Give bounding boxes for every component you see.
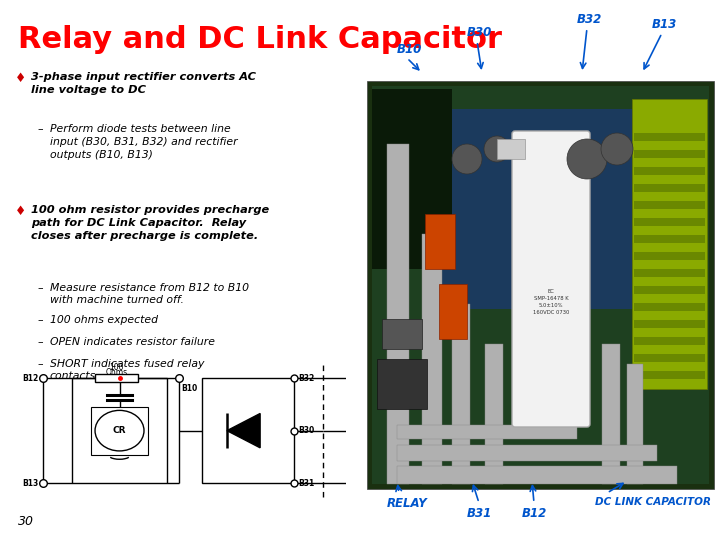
- Bar: [95, 374, 138, 382]
- Text: RELAY: RELAY: [387, 497, 428, 510]
- Text: B30: B30: [298, 426, 315, 435]
- Text: B30: B30: [467, 26, 492, 39]
- Polygon shape: [227, 414, 260, 448]
- Bar: [387, 144, 409, 484]
- Bar: [627, 364, 643, 484]
- Bar: [397, 466, 677, 484]
- Text: Measure resistance from B12 to B10
with machine turned off.: Measure resistance from B12 to B10 with …: [50, 283, 249, 306]
- Bar: [634, 201, 705, 209]
- Bar: [634, 371, 705, 379]
- Bar: [485, 344, 503, 484]
- Text: OPEN indicates resistor failure: OPEN indicates resistor failure: [50, 337, 215, 347]
- Text: Ohms: Ohms: [106, 368, 127, 377]
- Text: DC LINK CAPACITOR: DC LINK CAPACITOR: [595, 497, 711, 507]
- Bar: [422, 234, 442, 484]
- Bar: [397, 425, 577, 439]
- Bar: [634, 303, 705, 311]
- Bar: [634, 286, 705, 294]
- Circle shape: [95, 410, 144, 451]
- Text: –: –: [37, 359, 42, 369]
- Bar: [634, 235, 705, 243]
- Bar: [452, 304, 470, 484]
- Text: B32: B32: [577, 13, 602, 26]
- Bar: [634, 133, 705, 141]
- Bar: [372, 86, 709, 484]
- Bar: [634, 337, 705, 345]
- Bar: [632, 99, 707, 389]
- Bar: [367, 81, 714, 489]
- Bar: [382, 319, 422, 349]
- Text: 100 ohm resistor provides precharge
path for DC Link Capacitor.  Relay
closes af: 100 ohm resistor provides precharge path…: [31, 205, 269, 241]
- Text: 100 ohms expected: 100 ohms expected: [50, 315, 158, 325]
- Text: B13: B13: [22, 478, 39, 488]
- Bar: [634, 252, 705, 260]
- Text: –: –: [37, 283, 42, 293]
- Text: CR: CR: [113, 426, 126, 435]
- Text: ♦: ♦: [15, 205, 26, 218]
- Text: B12: B12: [22, 374, 39, 383]
- Bar: [634, 269, 705, 277]
- Text: EC
SMP-16478 K
5.0±10%
160VDC 0730: EC SMP-16478 K 5.0±10% 160VDC 0730: [533, 289, 570, 315]
- Bar: [634, 167, 705, 175]
- Bar: [377, 359, 427, 409]
- Bar: [634, 150, 705, 158]
- Text: B10: B10: [397, 43, 422, 56]
- Bar: [634, 184, 705, 192]
- Circle shape: [567, 139, 607, 179]
- Bar: [602, 344, 620, 484]
- Text: Perform diode tests between line
input (B30, B31, B32) and rectifier
outputs (B1: Perform diode tests between line input (…: [50, 124, 238, 160]
- Bar: [634, 320, 705, 328]
- Text: 30: 30: [18, 515, 34, 528]
- Text: B31: B31: [467, 507, 492, 520]
- Bar: [72, 378, 167, 483]
- Text: B12: B12: [522, 507, 547, 520]
- Bar: [425, 214, 455, 269]
- Circle shape: [452, 144, 482, 174]
- Text: –: –: [37, 315, 42, 325]
- Text: Relay and DC Link Capacitor: Relay and DC Link Capacitor: [18, 25, 502, 54]
- Text: 100: 100: [109, 362, 124, 372]
- Text: SHORT indicates fused relay
contacts: SHORT indicates fused relay contacts: [50, 359, 204, 381]
- Text: –: –: [37, 337, 42, 347]
- Circle shape: [601, 133, 633, 165]
- Bar: [427, 109, 647, 309]
- Text: B31: B31: [298, 478, 315, 488]
- Bar: [397, 445, 657, 461]
- Bar: [634, 354, 705, 362]
- Text: B32: B32: [298, 374, 315, 383]
- Bar: [634, 218, 705, 226]
- Bar: [372, 89, 452, 269]
- Bar: [202, 378, 294, 483]
- Text: –: –: [37, 124, 42, 134]
- Bar: [497, 139, 525, 159]
- Text: ♦: ♦: [15, 72, 26, 85]
- Text: B13: B13: [652, 18, 678, 31]
- FancyBboxPatch shape: [512, 131, 590, 427]
- Circle shape: [484, 136, 510, 162]
- Text: 3-phase input rectifier converts AC
line voltage to DC: 3-phase input rectifier converts AC line…: [31, 72, 256, 95]
- Bar: [91, 407, 148, 455]
- Text: B10: B10: [181, 384, 198, 393]
- Bar: [439, 284, 467, 339]
